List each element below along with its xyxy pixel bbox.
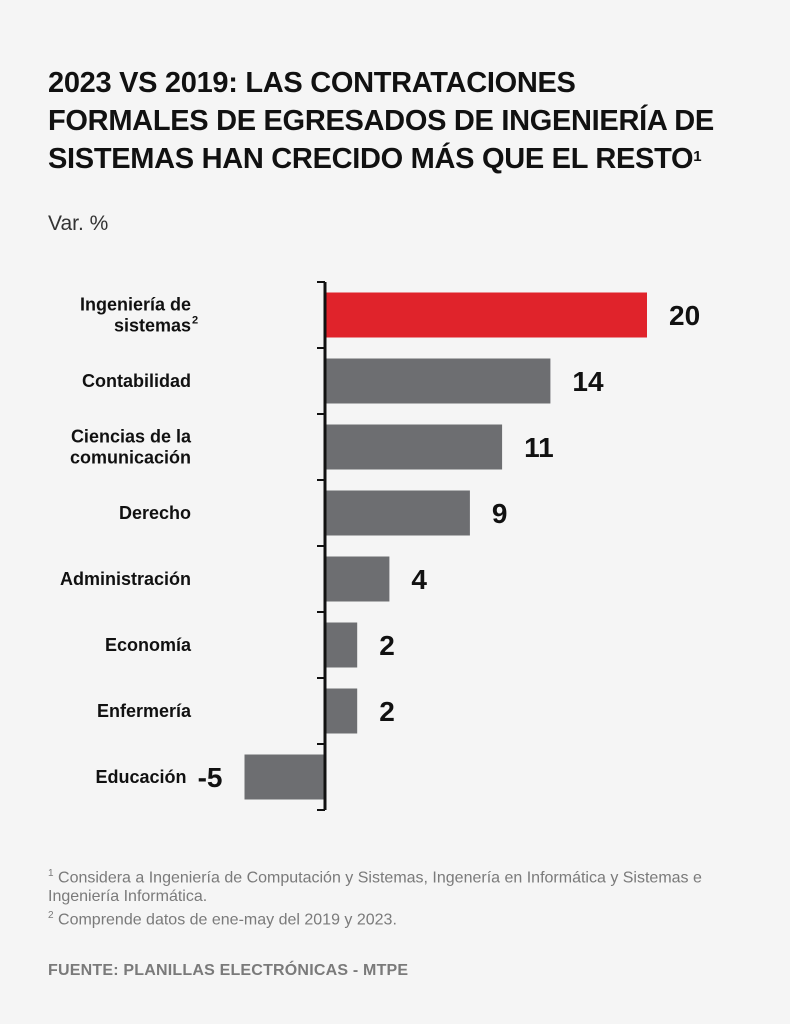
bar-1 bbox=[325, 358, 551, 404]
footnote-2-mark: 2 bbox=[48, 910, 54, 922]
category-label-3-0: Derecho bbox=[119, 503, 191, 523]
value-label-0: 20 bbox=[669, 300, 700, 331]
value-label-5: 2 bbox=[379, 630, 395, 661]
category-label-4-0: Administración bbox=[60, 569, 191, 589]
title-line-3: SISTEMAS HAN CRECIDO MÁS QUE EL RESTO1 bbox=[48, 140, 748, 178]
bar-5 bbox=[325, 622, 358, 668]
title-line-1: 2023 VS 2019: LAS CONTRATACIONES bbox=[48, 67, 576, 99]
value-label-7: -5 bbox=[198, 762, 223, 793]
bar-7 bbox=[244, 754, 325, 800]
bar-0 bbox=[325, 292, 647, 338]
footnote-1-text: Considera a Ingeniería de Computación y … bbox=[48, 869, 702, 906]
category-label-2-0: Ciencias de la bbox=[71, 427, 192, 447]
value-label-1: 14 bbox=[572, 366, 604, 397]
footnote-1-mark: 1 bbox=[48, 868, 54, 879]
footnote-1: 1 Considera a Ingeniería de Computación … bbox=[48, 864, 748, 906]
bar-3 bbox=[325, 490, 470, 536]
bar-4 bbox=[325, 556, 390, 602]
title-footnote-mark: 1 bbox=[693, 148, 702, 165]
category-label-0-1: sistemas bbox=[114, 316, 191, 336]
footnotes: 1 Considera a Ingeniería de Computación … bbox=[48, 864, 748, 930]
category-label-7-0: Educación bbox=[95, 767, 186, 787]
title-line-2: FORMALES DE EGRESADOS DE INGENIERÍA DE bbox=[48, 105, 714, 137]
footnote-2-text: Comprende datos de ene-may del 2019 y 20… bbox=[53, 911, 397, 929]
category-label-1-0: Contabilidad bbox=[82, 371, 191, 391]
category-label-0-0: Ingeniería de bbox=[80, 295, 191, 315]
unit-label: Var. % bbox=[48, 212, 109, 235]
footnote-2: 2 Comprende datos de ene-may del 2019 y … bbox=[48, 906, 748, 929]
value-label-6: 2 bbox=[379, 696, 395, 727]
source-note: FUENTE: PLANILLAS ELECTRÓNICAS - MTPE bbox=[48, 962, 409, 979]
bar-2 bbox=[325, 424, 503, 470]
title-line-3-text: SISTEMAS HAN CRECIDO MÁS QUE EL RESTO bbox=[48, 143, 694, 175]
value-label-4: 4 bbox=[411, 564, 427, 595]
chart-title: 2023 VS 2019: LAS CONTRATACIONES FORMALE… bbox=[48, 64, 748, 178]
category-label-2-1: comunicación bbox=[70, 448, 191, 468]
value-label-2: 11 bbox=[524, 432, 554, 463]
bar-6 bbox=[325, 688, 358, 734]
category-footnote-0: 2 bbox=[192, 315, 198, 327]
category-label-5-0: Economía bbox=[105, 635, 192, 655]
value-label-3: 9 bbox=[492, 498, 508, 529]
category-label-6-0: Enfermería bbox=[97, 701, 192, 721]
